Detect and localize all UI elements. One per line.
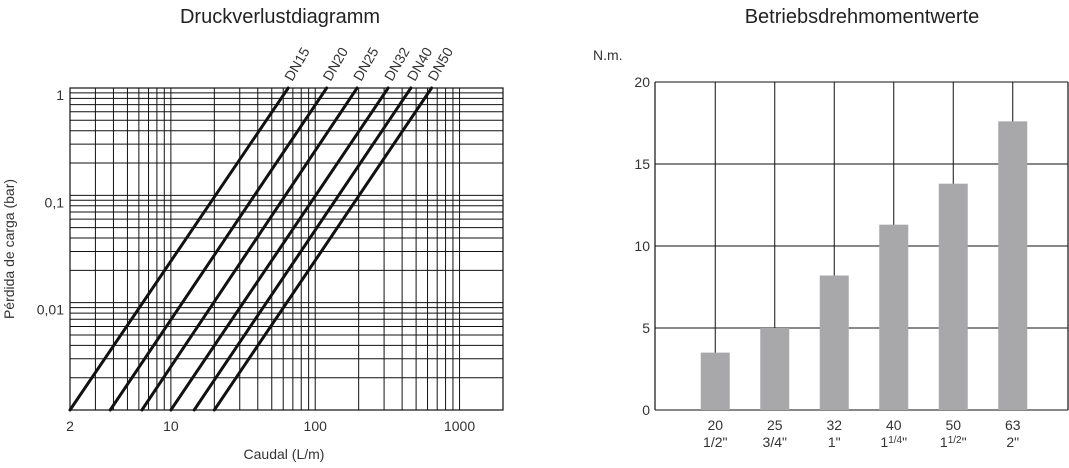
- x-tick-label: 100: [304, 418, 328, 434]
- category-label-top: 40: [886, 417, 902, 433]
- category-label-top: 20: [707, 417, 723, 433]
- series-label-dn15: DN15: [281, 44, 313, 83]
- bar: [879, 224, 909, 410]
- series-line-dn50: [212, 86, 434, 412]
- bar: [998, 121, 1028, 411]
- y-tick-label: 20: [634, 74, 650, 90]
- series-line-dn40: [192, 86, 413, 412]
- category-label-bottom-tail: ": [962, 434, 967, 450]
- series-label-dn20: DN20: [319, 44, 351, 83]
- y-tick-label: 1: [56, 87, 64, 103]
- y-tick-label: 15: [634, 156, 650, 172]
- category-label-bottom-fraction: 1/2: [948, 435, 962, 446]
- series-line-dn32: [169, 86, 390, 412]
- x-tick-label: 10: [163, 418, 179, 434]
- category-label-bottom: 1/2": [703, 434, 727, 450]
- x-tick-label: 1000: [444, 418, 475, 434]
- chart-title: Druckverlustdiagramm: [180, 6, 380, 28]
- category-label-bottom: 1": [828, 434, 841, 450]
- category-label-top: 25: [767, 417, 783, 433]
- y-axis-label: Pérdida de carga (bar): [1, 179, 17, 319]
- category-label-bottom: 11/2": [940, 434, 967, 450]
- x-axis-label: Caudal (L/m): [244, 446, 325, 462]
- series-label-dn25: DN25: [350, 44, 382, 83]
- category-label-bottom-fraction: 1/4: [888, 435, 902, 446]
- x-tick-label: 2: [66, 418, 74, 434]
- category-label-bottom-main: 1: [880, 434, 888, 450]
- plot-frame: [69, 87, 504, 411]
- y-tick-label: 0,01: [37, 302, 64, 318]
- grid-lines: [69, 87, 504, 411]
- y-tick-label: 0,1: [45, 194, 65, 210]
- y-tick-label: 10: [634, 238, 650, 254]
- torque-chart: BetriebsdrehmomentwerteN.m.05101520201/2…: [593, 6, 1069, 450]
- bar: [760, 328, 790, 410]
- series-line-dn20: [108, 86, 329, 412]
- bar: [700, 352, 730, 410]
- y-axis-label: N.m.: [593, 47, 623, 63]
- category-label-bottom: 11/4": [880, 434, 907, 450]
- chart-title: Betriebsdrehmomentwerte: [745, 6, 980, 28]
- category-label-bottom-tail: ": [902, 434, 907, 450]
- bar: [819, 275, 849, 410]
- category-label-top: 50: [945, 417, 961, 433]
- category-label-top: 63: [1005, 417, 1021, 433]
- series-line-dn15: [68, 86, 290, 412]
- series-line-dn25: [140, 86, 359, 412]
- bar: [938, 183, 968, 410]
- category-label-bottom: 3/4": [763, 434, 787, 450]
- y-tick-label: 5: [642, 320, 650, 336]
- y-tick-label: 0: [642, 402, 650, 418]
- category-label-bottom: 2": [1006, 434, 1019, 450]
- category-label-bottom-main: 1: [940, 434, 948, 450]
- category-label-top: 32: [826, 417, 842, 433]
